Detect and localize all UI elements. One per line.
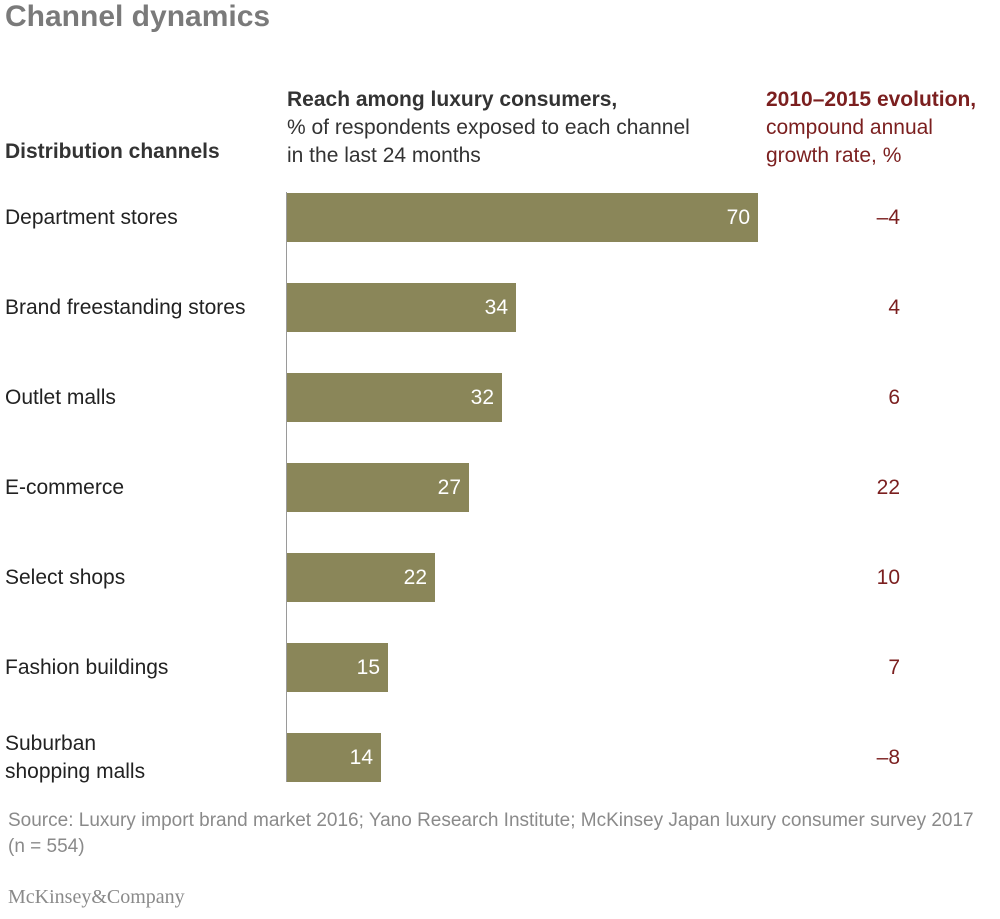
category-label-text: Department stores	[5, 205, 178, 229]
category-label: E-commerce	[5, 463, 283, 512]
bar-value-label: 15	[356, 656, 380, 679]
reach-column-header: Reach among luxury consumers, % of respo…	[287, 86, 707, 170]
category-label: Department stores	[5, 193, 283, 242]
source-note: Source: Luxury import brand market 2016;…	[8, 810, 974, 857]
cagr-value: 6	[888, 386, 900, 409]
category-label: Brand freestanding stores	[5, 283, 283, 332]
bar	[287, 733, 381, 782]
reach-header-bold: Reach among luxury consumers,	[287, 88, 618, 111]
bar	[287, 193, 758, 242]
cagr-value: –4	[876, 206, 900, 229]
bar	[287, 373, 502, 422]
cagr-value: 7	[888, 656, 900, 679]
category-label: Select shops	[5, 553, 283, 602]
reach-header-rest: % of respondents exposed to each channel…	[287, 116, 690, 167]
category-label-text: Outlet malls	[5, 385, 116, 409]
cagr-value: 10	[876, 566, 900, 589]
category-label-text: Suburban shopping malls	[5, 731, 146, 783]
cagr-value: 22	[876, 476, 900, 499]
bar-value-label: 32	[470, 386, 494, 409]
cagr-header-bold: 2010–2015 evolution,	[766, 88, 977, 111]
bar-axis-line	[286, 192, 287, 782]
category-label: Suburban shopping malls	[5, 732, 283, 783]
bar	[287, 553, 435, 602]
cagr-value: –8	[876, 746, 900, 769]
bar-value-label: 22	[403, 566, 427, 589]
category-label: Fashion buildings	[5, 643, 283, 692]
bar-value-label: 34	[484, 296, 508, 319]
bar	[287, 643, 388, 692]
category-label-text: Fashion buildings	[5, 655, 169, 679]
chart-title: Channel dynamics	[5, 0, 271, 33]
cagr-value: 4	[888, 296, 900, 319]
bar	[287, 463, 469, 512]
bar-value-label: 27	[437, 476, 461, 499]
bar	[287, 283, 516, 332]
categories-column-header: Distribution channels	[5, 140, 220, 163]
cagr-column-header: 2010–2015 evolution, compound annual gro…	[766, 86, 1000, 170]
category-label: Outlet malls	[5, 373, 283, 422]
category-label-text: Select shops	[5, 565, 126, 589]
bar-value-label: 70	[726, 206, 750, 229]
bar-value-label: 14	[349, 746, 373, 769]
company-logo: McKinsey&Company	[8, 886, 185, 908]
category-label-text: Brand freestanding stores	[5, 295, 246, 319]
cagr-header-rest: compound annual growth rate, %	[766, 116, 933, 167]
category-label-text: E-commerce	[5, 475, 125, 499]
